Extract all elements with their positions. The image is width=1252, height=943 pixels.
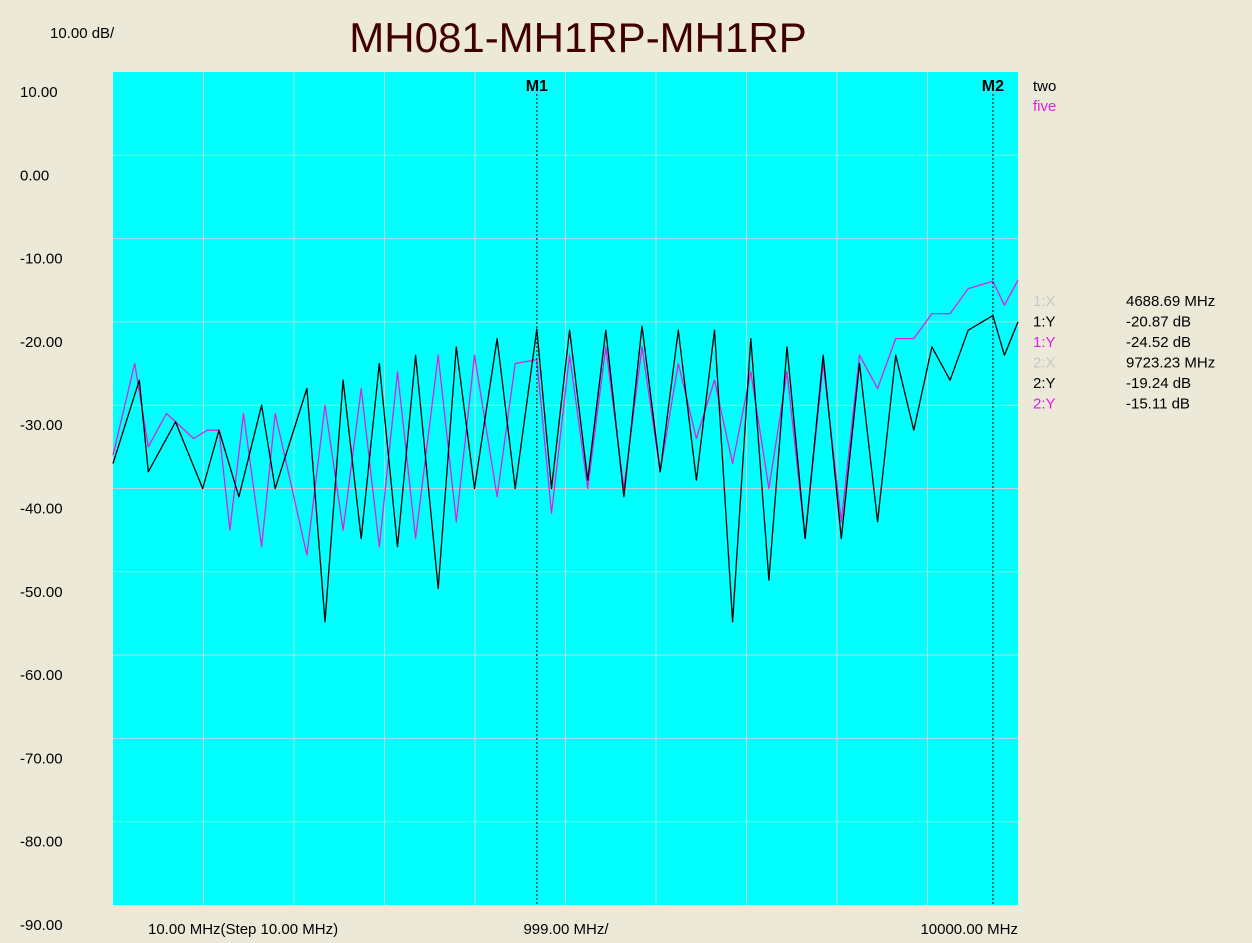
readout-value: -24.52 dB	[1126, 334, 1191, 351]
series-lines	[112, 279, 1019, 623]
y-tick-label: 10.00	[20, 84, 58, 101]
y-tick-label: -60.00	[20, 667, 63, 684]
scale-label: 10.00 dB/	[50, 25, 115, 42]
x-label-end: 10000.00 MHz	[920, 921, 1018, 938]
readout-label: 1:X	[1033, 293, 1056, 310]
y-tick-label: -50.00	[20, 584, 63, 601]
readout-value: -19.24 dB	[1126, 375, 1191, 392]
y-tick-label: -30.00	[20, 417, 63, 434]
readout-value: 4688.69 MHz	[1126, 293, 1215, 310]
y-tick-label: -90.00	[20, 917, 63, 934]
legend-item: two	[1033, 78, 1056, 95]
readout-value: -20.87 dB	[1126, 314, 1191, 331]
y-tick-label: -40.00	[20, 501, 63, 518]
readout-value: -15.11 dB	[1126, 396, 1190, 413]
readout-label: 1:Y	[1033, 314, 1056, 331]
readout-label: 2:Y	[1033, 396, 1056, 413]
x-label-start: 10.00 MHz(Step 10.00 MHz)	[148, 921, 338, 938]
marker-label: M1	[526, 78, 548, 95]
readout-label: 2:X	[1033, 355, 1056, 372]
series-line-two	[112, 314, 1019, 623]
readout-label: 1:Y	[1033, 334, 1056, 351]
y-tick-label: 0.00	[20, 167, 49, 184]
y-tick-label: -70.00	[20, 750, 63, 767]
marker-readouts: 1:X 4688.69 MHz 1:Y -20.87 dB 1:Y -24.52 dB 2:…	[1033, 293, 1215, 413]
y-axis-ticks: 10.00 0.00 -10.00 -20.00 -30.00 -40.00 -50.00 -…	[20, 84, 63, 934]
legend: two five	[1033, 78, 1056, 115]
series-line-five	[112, 279, 1019, 556]
y-tick-label: -80.00	[20, 834, 63, 851]
chart-title: MH081-MH1RP-MH1RP	[349, 14, 806, 61]
readout-value: 9723.23 MHz	[1126, 355, 1215, 372]
y-tick-label: -20.00	[20, 334, 63, 351]
grid-lines	[113, 72, 1018, 905]
y-tick-label: -10.00	[20, 251, 63, 268]
x-label-center: 999.00 MHz/	[523, 921, 609, 938]
markers: M1 M2	[526, 78, 1004, 905]
x-axis-labels: 10.00 MHz(Step 10.00 MHz) 999.00 MHz/ 10…	[148, 921, 1018, 938]
marker-label: M2	[982, 78, 1004, 95]
readout-label: 2:Y	[1033, 375, 1056, 392]
legend-item: five	[1033, 98, 1056, 115]
